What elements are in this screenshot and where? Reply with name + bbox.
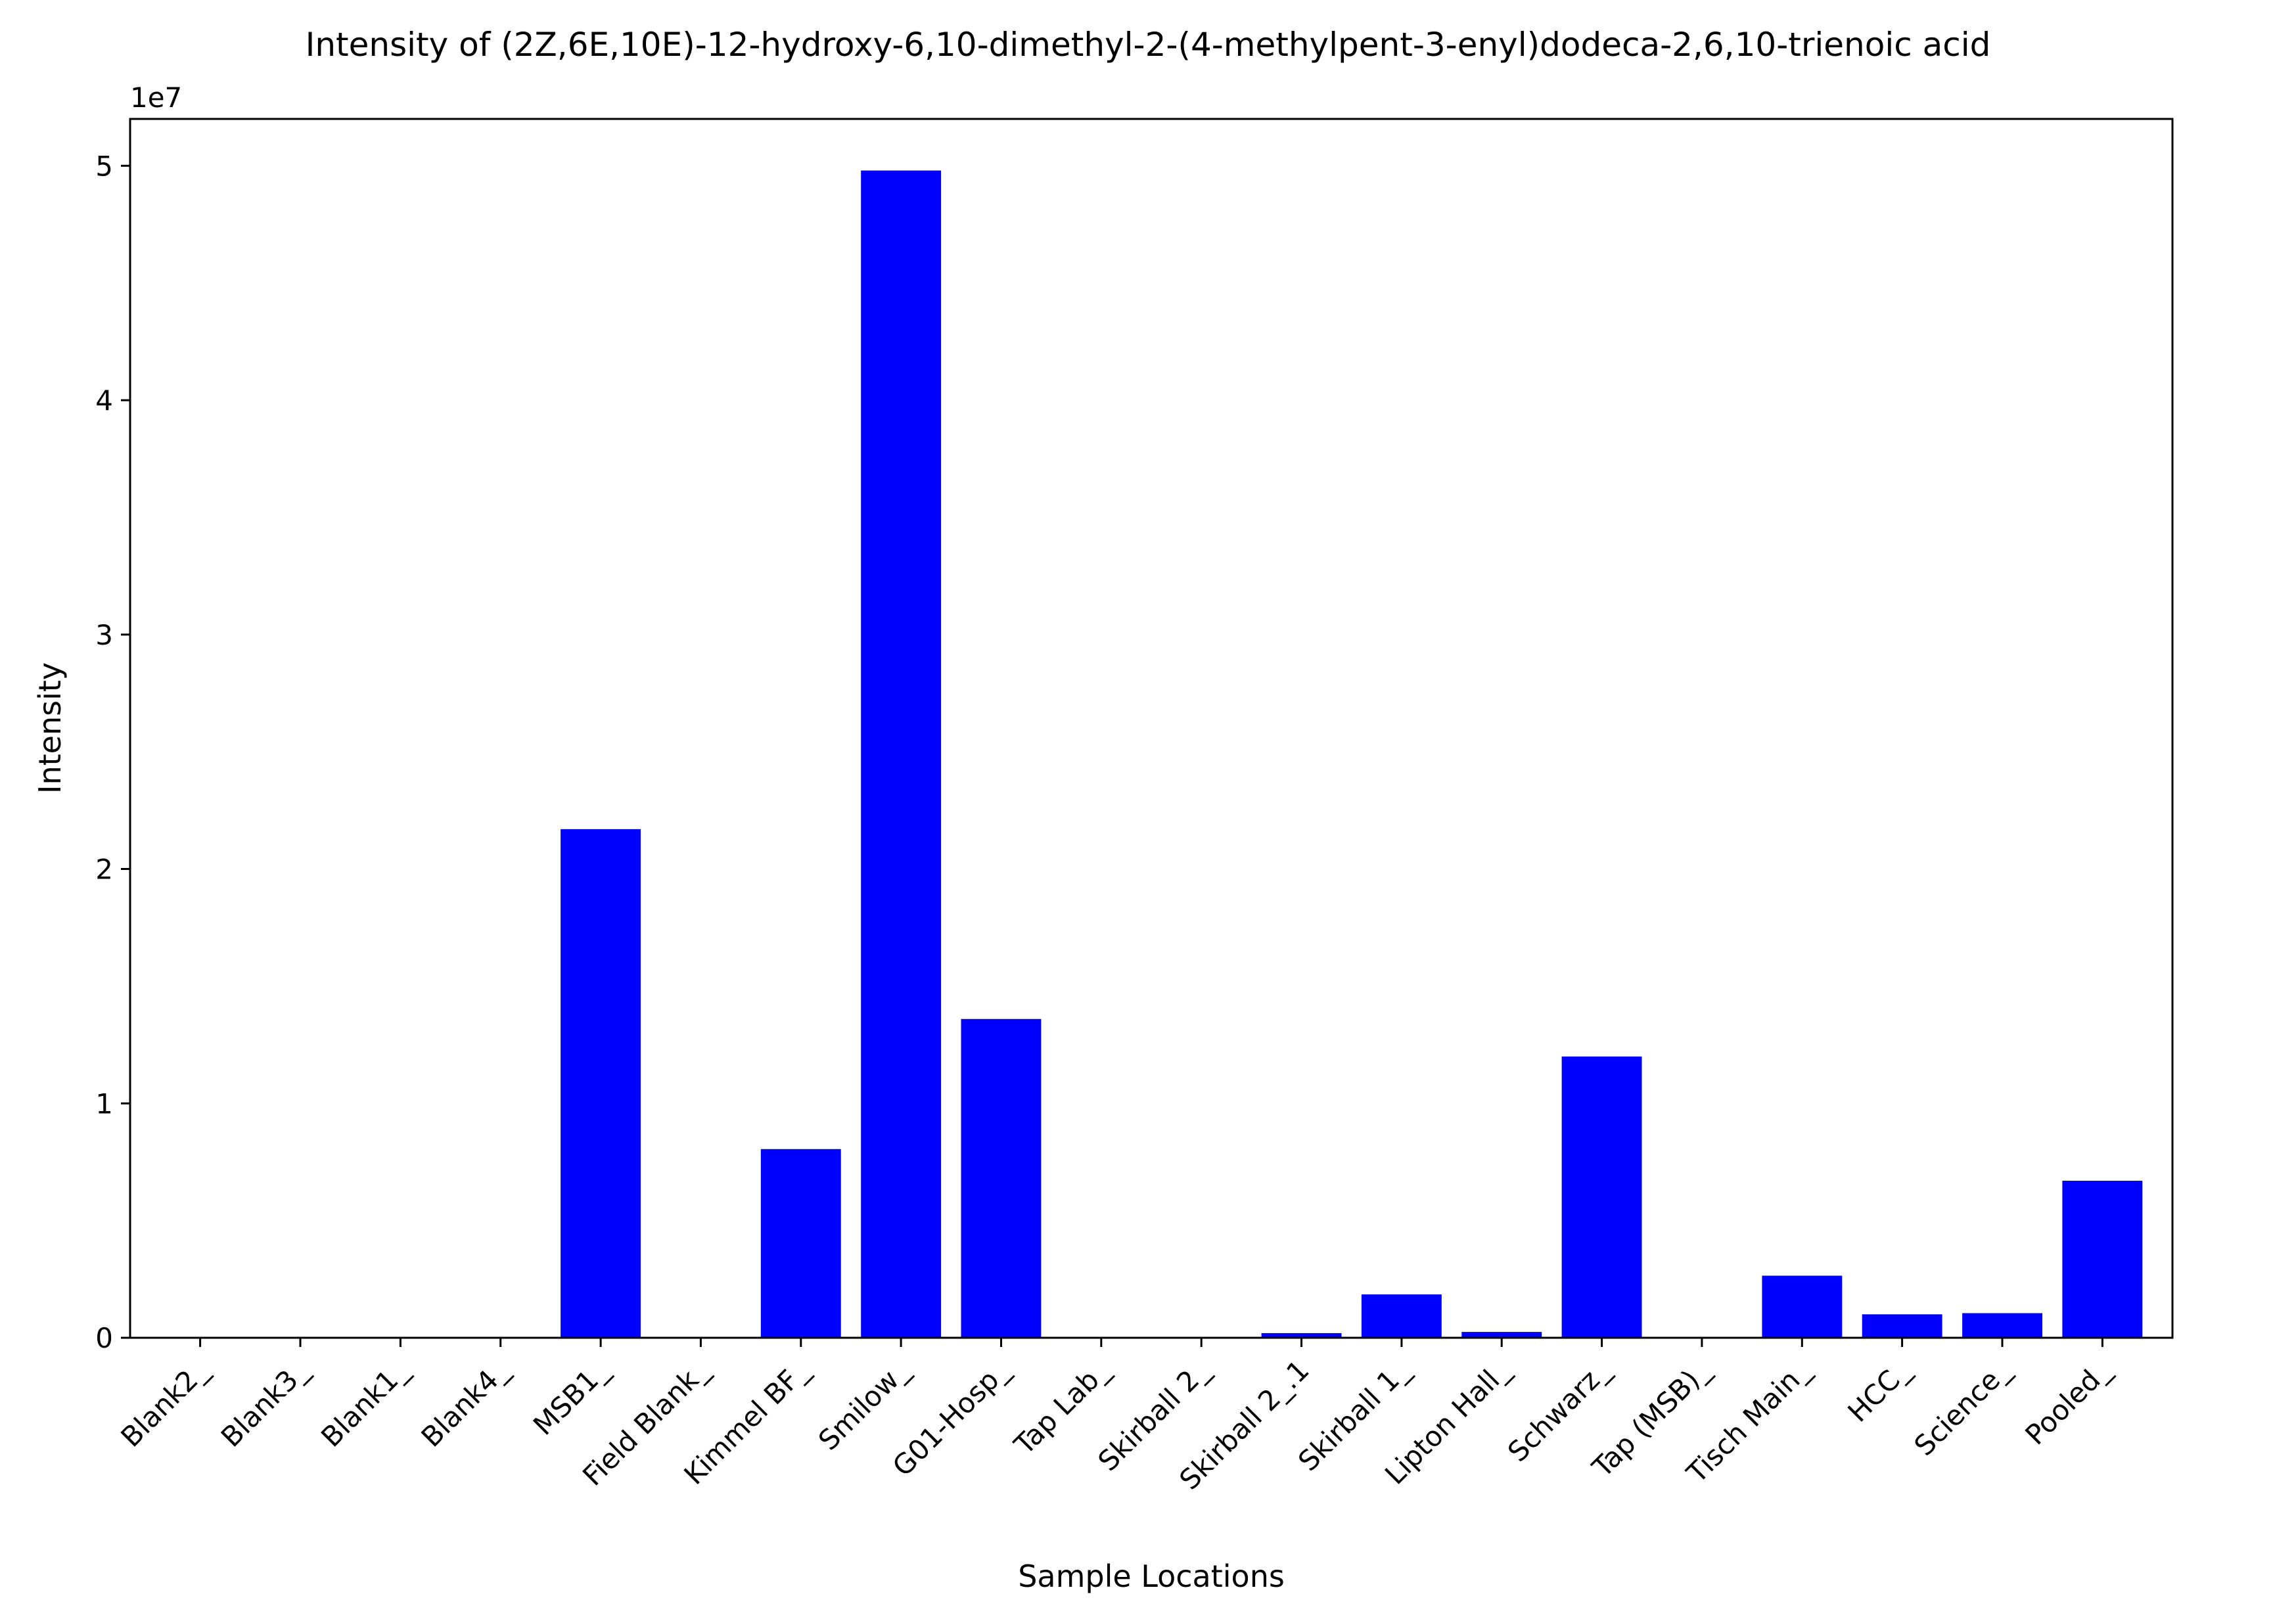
y-axis-label: Intensity	[32, 662, 68, 794]
x-axis-ticks: Blank2_ Blank3_ Blank1_ Blank4_ MSB1_Field B…	[114, 1338, 2117, 1496]
y-tick-label: 0	[95, 1322, 113, 1354]
bar	[561, 829, 641, 1338]
y-tick-label: 1	[95, 1087, 113, 1120]
y-axis-offset-label: 1e7	[130, 81, 182, 114]
x-axis-label: Sample Locations	[1018, 1559, 1285, 1594]
y-tick-label: 3	[95, 619, 113, 651]
bar	[1762, 1275, 1843, 1338]
bar	[861, 170, 942, 1338]
bar	[1361, 1294, 1442, 1338]
x-tick-label: Blank2_	[114, 1354, 214, 1453]
bar	[1561, 1056, 1642, 1338]
chart-title: Intensity of (2Z,6E,10E)-12-hydroxy-6,10…	[306, 26, 1991, 64]
y-tick-label: 4	[95, 384, 113, 417]
y-tick-label: 5	[95, 150, 113, 182]
y-axis-ticks: 0 1 2 3 4 5	[95, 150, 130, 1354]
bar	[2062, 1181, 2143, 1338]
x-tick-label: Blank1_	[315, 1354, 415, 1453]
x-tick-label: Science_	[1908, 1354, 2016, 1462]
bars-group	[561, 170, 2143, 1338]
bar	[1461, 1332, 1542, 1338]
bar	[760, 1149, 841, 1338]
bar	[1962, 1313, 2042, 1338]
x-tick-label: Pooled_	[2019, 1354, 2117, 1451]
y-tick-label: 2	[95, 854, 113, 886]
bar	[1261, 1333, 1342, 1338]
x-tick-label: Blank3_	[215, 1354, 315, 1453]
x-tick-label: HCC_	[1841, 1354, 1916, 1428]
bar	[1862, 1314, 1942, 1338]
x-tick-label: Blank4_	[415, 1354, 515, 1453]
x-tick-label: MSB1_	[527, 1354, 615, 1442]
bar	[961, 1018, 1042, 1338]
x-tick-label: Tap Lab_	[1007, 1354, 1115, 1461]
plot-area-frame	[129, 118, 2174, 1339]
x-tick-label: Smilow_	[812, 1354, 915, 1457]
